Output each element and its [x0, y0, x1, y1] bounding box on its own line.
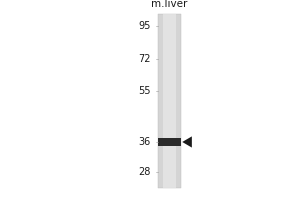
Text: 36: 36 — [139, 137, 151, 147]
Text: 55: 55 — [138, 86, 151, 96]
Bar — [163, 14, 176, 188]
Text: 28: 28 — [138, 167, 151, 177]
Polygon shape — [182, 136, 192, 148]
Text: 95: 95 — [138, 21, 151, 31]
Text: 72: 72 — [138, 54, 151, 64]
Bar — [158, 138, 181, 146]
Bar — [158, 14, 181, 188]
Text: m.liver: m.liver — [151, 0, 188, 9]
